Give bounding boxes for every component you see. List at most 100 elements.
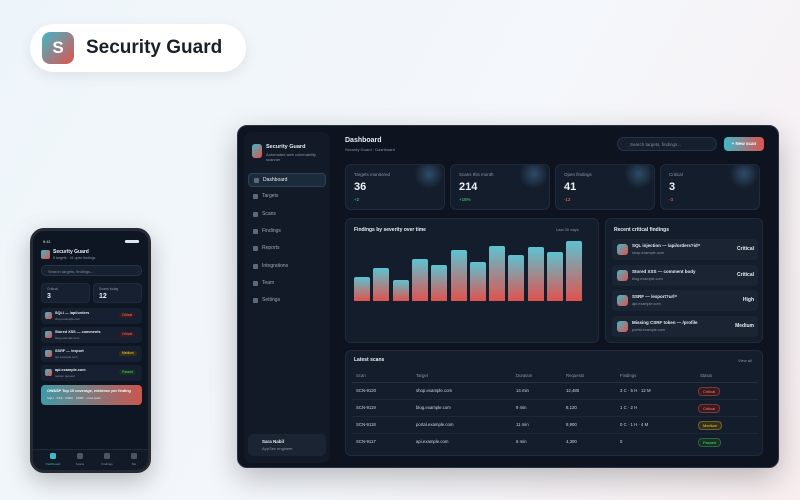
tab-label[interactable]: Me [131,462,137,466]
stat-card: Critical 3 -3 [660,164,760,210]
stat-delta: +18% [459,197,471,202]
table-cell: 11 min [516,422,529,427]
sidebar-logo [252,144,262,158]
status-pill: Passed [698,437,722,447]
stat-glow [519,165,549,189]
bar [508,255,525,301]
nav-item[interactable]: Scans [248,208,326,222]
row-divider [352,433,758,434]
nav-item[interactable]: Findings [248,225,326,239]
stat-label: Critical [47,287,58,291]
table-cell: SCN-9118 [356,422,376,427]
finding-host: api.example.com [55,355,78,359]
nav-item[interactable]: Targets [248,190,326,204]
finding-icon [45,350,52,357]
panel-title: Recent critical findings [614,227,670,233]
view-all-link[interactable]: View all [738,358,752,363]
table-cell: 0 C · 1 H · 4 M [620,422,649,427]
nav-item[interactable]: Team [248,277,326,291]
finding-title: Stored XSS — comments [55,330,101,334]
finding-row[interactable]: SQL injection — /api/orders?id= shop.exam… [612,239,758,260]
column-header: Findings [620,373,637,378]
brand-name: Security Guard [86,37,223,58]
finding-row[interactable]: Missing CSRF token — /profile portal.exam… [612,315,758,337]
finding-title: Stored XSS — comment body [632,268,696,274]
finding-title: SSRF — /export [55,349,84,353]
table-cell: 14 min [516,388,529,393]
nav-item[interactable]: Settings [248,294,326,308]
nav-item[interactable]: Reports [248,242,326,256]
finding-title: Missing CSRF token — /profile [632,319,698,325]
bar [373,267,390,301]
stat-glow [729,165,759,189]
table-cell: portal.example.com [416,422,454,427]
stat-label: Critical [669,172,683,177]
stat-delta: -12 [564,197,571,202]
panel-title: Latest scans [354,357,385,363]
nav-label: Targets [262,193,279,200]
mobile-subtitle: 8 targets · 41 open findings [53,256,96,260]
tab-label[interactable]: Findings [101,462,113,466]
nav-label: Scans [262,210,276,217]
nav-label: Reports [262,245,280,252]
stat-value: 214 [459,181,478,193]
nav-label: Findings [262,227,281,234]
finding-severity: Critical [737,246,754,252]
nav-icon [253,194,258,200]
chart-title: Findings by severity over time [354,227,426,233]
nav-label: Settings [262,297,281,304]
finding-host: shop.example.com [632,251,664,255]
table-cell: 6 min [516,439,527,444]
critical-panel: Recent critical findings SQL injection — … [605,218,763,343]
tab-icon[interactable] [131,453,137,459]
banner-title: OWASP Top 10 coverage, evidence per find… [47,389,131,393]
finding-host: blog.example.com [632,276,663,281]
stat-value: 36 [354,181,367,193]
mobile-finding[interactable]: SQLi — /api/orders shop.example.com Critic… [41,308,142,324]
finding-title: SQLi — /api/orders [55,311,90,315]
stat-value: 12 [99,293,107,300]
status-pill: Critical [698,403,721,413]
nav-item[interactable]: Integrations [248,260,326,274]
nav-icon [253,211,258,217]
scans-panel: Latest scans View all Scan Target Duration Re… [345,350,763,456]
mobile-finding[interactable]: Stored XSS — comments blog.example.com Cri… [41,327,142,343]
mobile-search[interactable]: Search targets, findings... [41,265,142,276]
nav-icon [253,263,258,269]
column-header: Duration [516,373,533,378]
stat-glow [414,165,444,189]
finding-row[interactable]: SSRF — /export?url= api.example.com High [612,290,758,311]
table-cell: 4,300 [566,439,577,444]
table-cell: 9 min [516,405,527,410]
tab-label[interactable]: Dashboard [45,462,61,466]
tab-icon[interactable] [104,453,110,459]
bar [450,250,467,301]
nav-icon [253,246,258,252]
tab-icon[interactable] [77,453,83,459]
bar [547,252,563,301]
new-scan-button[interactable]: + New scan [724,137,764,151]
tab-label[interactable]: Scans [75,462,85,466]
bar [566,241,583,301]
stat-value: 3 [47,293,51,300]
banner-text: SQLi · XSS · CSRF · SSRF · more tests [47,396,101,400]
status-pill: Critical [698,386,721,396]
column-header: Target [416,373,428,378]
tab-icon[interactable] [50,453,56,459]
row-divider [352,399,758,400]
status-icons [125,240,139,243]
finding-severity: Medium [735,322,754,329]
column-header: Requests [566,373,585,378]
tab-bar [33,449,148,470]
search-box[interactable]: Search targets, findings... [617,137,717,151]
sidebar-subtitle: Automated web vulnerability scanner [266,152,317,162]
table-cell: SCN-9120 [356,388,377,393]
stat-value: 41 [564,181,577,193]
nav-item[interactable]: Dashboard [248,173,326,187]
table-cell: 8,120 [566,405,577,410]
mobile-finding[interactable]: api.example.com rescan queued Passed [41,365,142,381]
stat-value: 3 [669,181,676,193]
mobile-finding[interactable]: SSRF — /export api.example.com Medium [41,346,142,362]
finding-row[interactable]: Stored XSS — comment body blog.example.co… [612,264,758,286]
